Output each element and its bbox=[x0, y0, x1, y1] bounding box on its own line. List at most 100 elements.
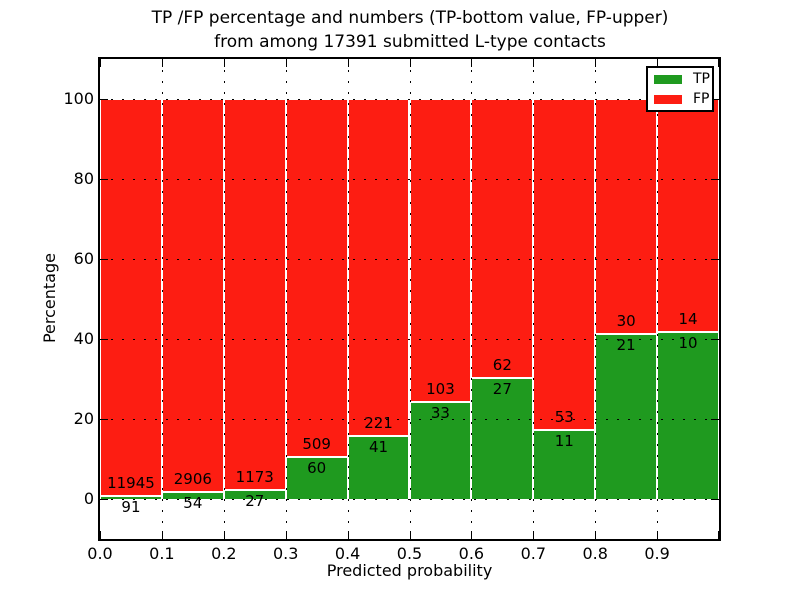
fp-bar-segment bbox=[533, 99, 596, 431]
y-tick-label: 60 bbox=[73, 249, 94, 268]
fp-count-label: 53 bbox=[554, 408, 574, 427]
x-tick-label: 0.7 bbox=[520, 544, 547, 563]
x-tick-mark bbox=[162, 531, 163, 539]
fp-bar-segment bbox=[409, 99, 472, 402]
fp-bar-segment bbox=[161, 99, 224, 492]
tp-count-label: 41 bbox=[369, 438, 389, 457]
y-tick-mark bbox=[100, 259, 108, 260]
x-tick-mark bbox=[348, 531, 349, 539]
fp-count-label: 11945 bbox=[107, 473, 155, 492]
x-tick-mark bbox=[224, 531, 225, 539]
tp-count-label: 27 bbox=[245, 492, 265, 510]
x-tick-mark bbox=[533, 59, 534, 67]
legend: TP FP bbox=[646, 66, 714, 112]
x-tick-label: 0.6 bbox=[458, 544, 485, 563]
tp-count-label: 54 bbox=[183, 493, 203, 512]
tp-bar-segment bbox=[657, 332, 719, 499]
y-tick-mark bbox=[100, 179, 108, 180]
legend-swatch-fp bbox=[654, 94, 682, 104]
fp-bar-segment bbox=[100, 99, 162, 496]
y-tick-mark bbox=[711, 339, 719, 340]
horizontal-gridline bbox=[100, 259, 719, 260]
fp-count-label: 103 bbox=[426, 379, 455, 398]
tp-bar-segment bbox=[409, 401, 472, 499]
x-tick-mark bbox=[224, 59, 225, 67]
vertical-gridline bbox=[285, 59, 287, 539]
x-tick-label: 0.9 bbox=[644, 544, 670, 563]
vertical-gridline bbox=[161, 59, 163, 539]
x-axis-label: Predicted probability bbox=[326, 561, 493, 580]
x-tick-mark bbox=[348, 59, 349, 67]
tp-count-label: 21 bbox=[616, 336, 636, 355]
fp-bar-segment bbox=[285, 99, 348, 457]
fp-count-label: 2906 bbox=[173, 469, 212, 488]
fp-bar-segment bbox=[471, 99, 534, 378]
vertical-gridline bbox=[656, 59, 658, 539]
x-tick-label: 0.8 bbox=[582, 544, 608, 563]
x-tick-label: 0.1 bbox=[149, 544, 175, 563]
chart-title: TP /FP percentage and numbers (TP-bottom… bbox=[90, 6, 730, 54]
legend-entry: FP bbox=[654, 92, 710, 106]
fp-count-label: 62 bbox=[492, 355, 512, 374]
x-tick-mark bbox=[100, 531, 101, 539]
vertical-gridline bbox=[532, 59, 534, 539]
vertical-gridline bbox=[409, 59, 411, 539]
y-tick-mark bbox=[711, 499, 719, 500]
fp-count-label: 221 bbox=[364, 414, 393, 433]
x-tick-mark bbox=[657, 531, 658, 539]
x-tick-mark bbox=[718, 59, 719, 67]
y-tick-label: 80 bbox=[73, 169, 94, 188]
vertical-gridline bbox=[470, 59, 472, 539]
y-tick-mark bbox=[100, 339, 108, 340]
x-tick-mark bbox=[471, 531, 472, 539]
chart-title-line2: from among 17391 submitted L-type contac… bbox=[214, 32, 606, 52]
x-tick-label: 0.4 bbox=[334, 544, 361, 563]
tp-bar-segment bbox=[533, 430, 596, 499]
x-tick-label: 0.0 bbox=[87, 544, 113, 563]
y-tick-mark bbox=[100, 499, 108, 500]
tp-count-label: 11 bbox=[554, 432, 574, 451]
x-tick-mark bbox=[595, 59, 596, 67]
x-tick-label: 0.2 bbox=[211, 544, 237, 563]
plot-area: 11945 91 2906 54 1173 27 509 60 221 41 103 33 62 27 53… bbox=[63, 57, 721, 563]
fp-count-label: 30 bbox=[616, 312, 636, 331]
tp-count-label: 33 bbox=[430, 403, 450, 422]
fp-bar-segment bbox=[223, 99, 286, 490]
x-tick-mark bbox=[533, 531, 534, 539]
x-tick-mark bbox=[286, 531, 287, 539]
x-tick-mark bbox=[595, 531, 596, 539]
y-tick-label: 100 bbox=[63, 89, 94, 108]
horizontal-gridline bbox=[100, 499, 719, 500]
x-tick-mark bbox=[162, 59, 163, 67]
y-tick-mark bbox=[711, 259, 719, 260]
y-axis-label: Percentage bbox=[40, 253, 59, 344]
fp-count-label: 14 bbox=[678, 310, 698, 329]
x-tick-mark bbox=[657, 59, 658, 67]
y-tick-mark bbox=[100, 419, 108, 420]
horizontal-gridline bbox=[100, 419, 719, 420]
y-tick-mark bbox=[711, 179, 719, 180]
tp-bar-segment bbox=[595, 334, 658, 499]
tp-count-label: 10 bbox=[678, 334, 698, 353]
fp-bar-segment bbox=[595, 99, 658, 335]
vertical-gridline bbox=[223, 59, 225, 539]
legend-entry: TP bbox=[654, 72, 710, 86]
vertical-gridline bbox=[347, 59, 349, 539]
x-tick-mark bbox=[100, 59, 101, 67]
x-tick-mark bbox=[471, 59, 472, 67]
legend-label: TP bbox=[693, 71, 710, 87]
tp-bar-segment bbox=[471, 377, 534, 499]
legend-swatch-tp bbox=[654, 74, 682, 84]
y-tick-label: 40 bbox=[73, 329, 94, 348]
horizontal-gridline bbox=[100, 339, 719, 340]
chart-title-line1: TP /FP percentage and numbers (TP-bottom… bbox=[151, 8, 669, 28]
y-tick-mark bbox=[711, 419, 719, 420]
x-tick-mark bbox=[286, 59, 287, 67]
tp-bar-segment bbox=[100, 495, 162, 499]
x-tick-label: 0.3 bbox=[272, 544, 299, 563]
y-tick-mark bbox=[100, 99, 108, 100]
fp-count-label: 1173 bbox=[235, 468, 274, 486]
horizontal-gridline bbox=[100, 179, 719, 180]
tp-count-label: 60 bbox=[307, 458, 327, 477]
